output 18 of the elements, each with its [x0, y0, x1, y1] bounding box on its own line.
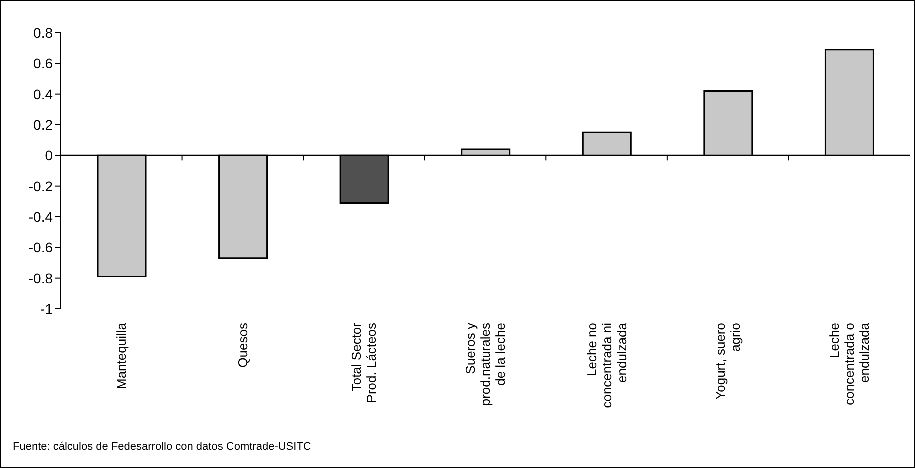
x-tick-label: Leche concentrada o endulzada [826, 322, 872, 406]
x-tick-label: Quesos [235, 322, 250, 368]
y-tick-label: 0.4 [34, 86, 54, 102]
y-tick-label: -0.2 [28, 178, 54, 194]
y-tick-label: 0.2 [34, 116, 54, 133]
y-tick-label: -0.8 [28, 270, 54, 286]
y-tick-label: -0.4 [28, 208, 54, 225]
y-tick-label: -1 [40, 300, 54, 317]
x-tick-label: Leche no concentrada ni endulzada [584, 322, 630, 408]
y-tick-label: -0.6 [28, 240, 54, 256]
x-tick-label: Total Sector Prod. Lácteos [349, 322, 380, 404]
source-note: Fuente: cálculos de Fedesarrollo con datos Comtrade-USITC [13, 441, 312, 453]
x-tick-label: Sueros y prod.naturales de la leche [463, 322, 508, 406]
x-tick-label: Yogurt, suero agrio [713, 323, 744, 400]
y-tick-label: 0.8 [34, 24, 54, 41]
y-tick-label: 0.6 [34, 56, 54, 72]
y-tick-label: 0 [45, 148, 54, 164]
x-tick-label: Mantequilla [114, 322, 130, 390]
